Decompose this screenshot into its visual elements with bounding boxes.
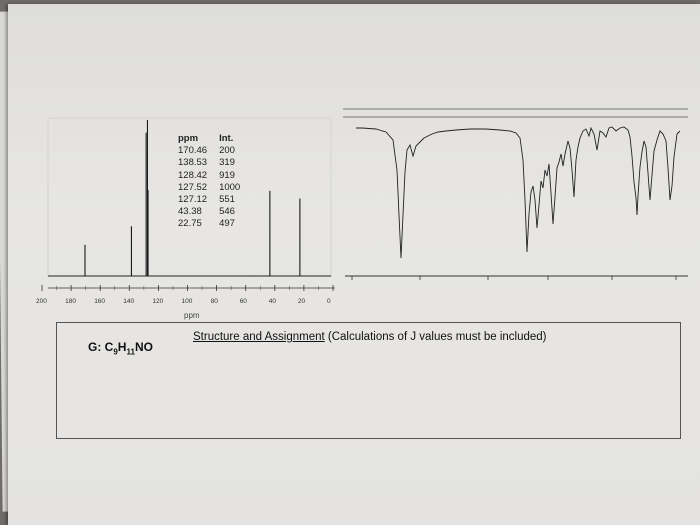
ppm-cell: 138.53 bbox=[178, 157, 208, 169]
ppm-cell: 43.38 bbox=[178, 206, 202, 218]
formula-hydrogen: H bbox=[117, 340, 127, 354]
ir-axis-ticks bbox=[351, 276, 677, 280]
nmr-peaks bbox=[84, 120, 301, 276]
ppm-cell: 127.52 bbox=[178, 181, 208, 193]
formula-prefix: G: C bbox=[88, 340, 114, 354]
axis-tick-label: 160 bbox=[94, 298, 106, 305]
ppm-column-header: ppm bbox=[178, 133, 199, 144]
axis-tick-label: 60 bbox=[239, 298, 247, 305]
nmr-axis-ticks bbox=[41, 285, 334, 291]
axis-tick-label: 40 bbox=[268, 298, 277, 305]
answer-box bbox=[56, 322, 681, 439]
ir-spectrum-trace bbox=[356, 126, 681, 259]
nmr-peak-table: ppm Int. 170.46 200 138.53 319 128.42 91… bbox=[178, 133, 240, 231]
table-row: 43.38 546 bbox=[178, 206, 240, 218]
axis-tick-label: 0 bbox=[327, 298, 331, 305]
ppm-cell: 128.42 bbox=[178, 169, 208, 181]
table-row: 127.12 551 bbox=[178, 194, 240, 206]
table-row: 128.42 919 bbox=[178, 170, 240, 182]
axis-tick-label: 80 bbox=[210, 298, 218, 305]
intensity-cell: 497 bbox=[219, 218, 235, 230]
ppm-cell: 22.75 bbox=[178, 218, 202, 230]
intensity-cell: 319 bbox=[219, 157, 235, 169]
nmr-peak-table-header: ppm Int. bbox=[178, 133, 240, 145]
axis-tick-label: 100 bbox=[181, 298, 193, 305]
intensity-cell: 546 bbox=[219, 206, 235, 218]
intensity-cell: 919 bbox=[219, 169, 235, 181]
instruction-text: Structure and Assignment (Calculations o… bbox=[193, 331, 547, 343]
formula-hydrogen-subscript: 11 bbox=[126, 347, 135, 357]
instruction-detail: (Calculations of J values must be includ… bbox=[324, 331, 547, 343]
table-row: 127.52 1000 bbox=[178, 182, 240, 194]
formula-suffix: NO bbox=[134, 340, 153, 354]
table-row: 138.53 319 bbox=[178, 157, 240, 169]
intensity-cell: 200 bbox=[219, 145, 235, 157]
nmr-axis-unit-label: ppm bbox=[184, 311, 200, 320]
intensity-cell: 1000 bbox=[219, 181, 241, 193]
axis-tick-label: 180 bbox=[65, 298, 76, 305]
axis-tick-label: 200 bbox=[36, 298, 47, 305]
axis-tick-label: 20 bbox=[297, 298, 306, 305]
table-row: 22.75 497 bbox=[178, 218, 240, 230]
ppm-cell: 170.46 bbox=[178, 145, 208, 157]
compound-formula-label: G: C9H11NO bbox=[88, 340, 153, 356]
table-row: 170.46 200 bbox=[178, 145, 240, 157]
intensity-column-header: Int. bbox=[219, 133, 234, 144]
axis-tick-label: 140 bbox=[123, 298, 135, 305]
formula-carbon-subscript: 9 bbox=[113, 347, 118, 357]
axis-tick-label: 120 bbox=[152, 298, 164, 305]
instruction-heading: Structure and Assignment bbox=[193, 331, 325, 343]
ppm-cell: 127.12 bbox=[178, 194, 208, 206]
intensity-cell: 551 bbox=[219, 194, 235, 206]
